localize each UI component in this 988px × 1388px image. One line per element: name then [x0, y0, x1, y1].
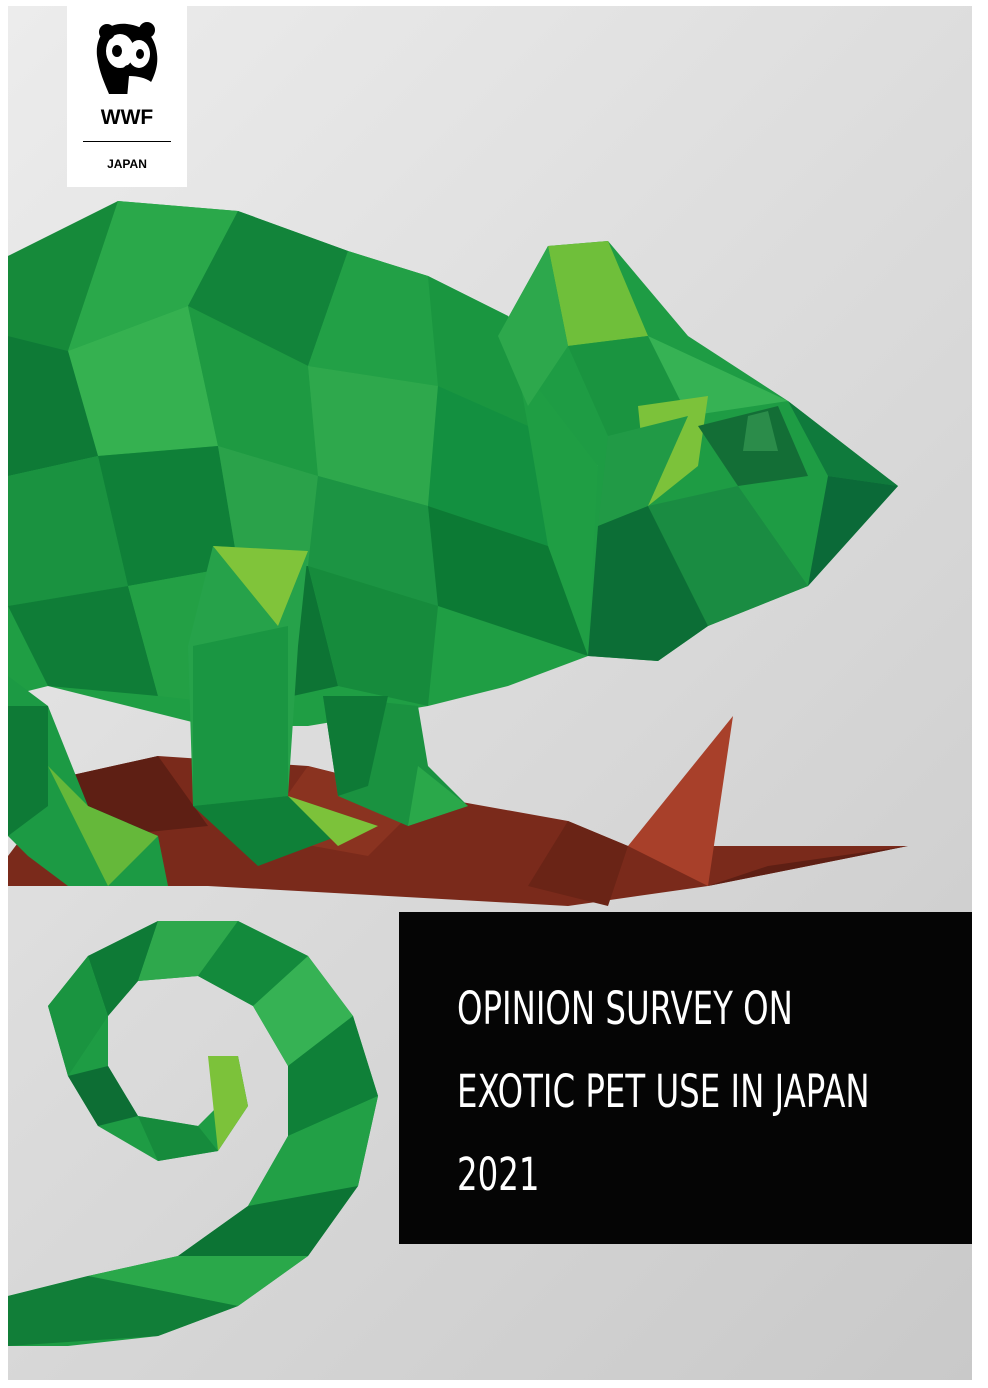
- title-block: OPINION SURVEY ON EXOTIC PET USE IN JAPA…: [399, 912, 972, 1244]
- title-line-1: OPINION SURVEY ON: [457, 982, 793, 1035]
- brand-wordmark: WWF: [67, 106, 187, 130]
- wwf-logo: WWF JAPAN: [67, 6, 187, 187]
- panda-icon: [67, 6, 187, 106]
- title-line-3: 2021: [457, 1148, 539, 1201]
- brand-country: JAPAN: [67, 157, 187, 171]
- chameleon-tail: [8, 921, 378, 1346]
- report-cover: WWF JAPAN OPINION SURVEY ON EXOTIC PET U…: [8, 6, 972, 1380]
- title-line-2: EXOTIC PET USE IN JAPAN: [457, 1065, 870, 1118]
- chameleon-body: [8, 201, 608, 726]
- divider: [83, 141, 171, 142]
